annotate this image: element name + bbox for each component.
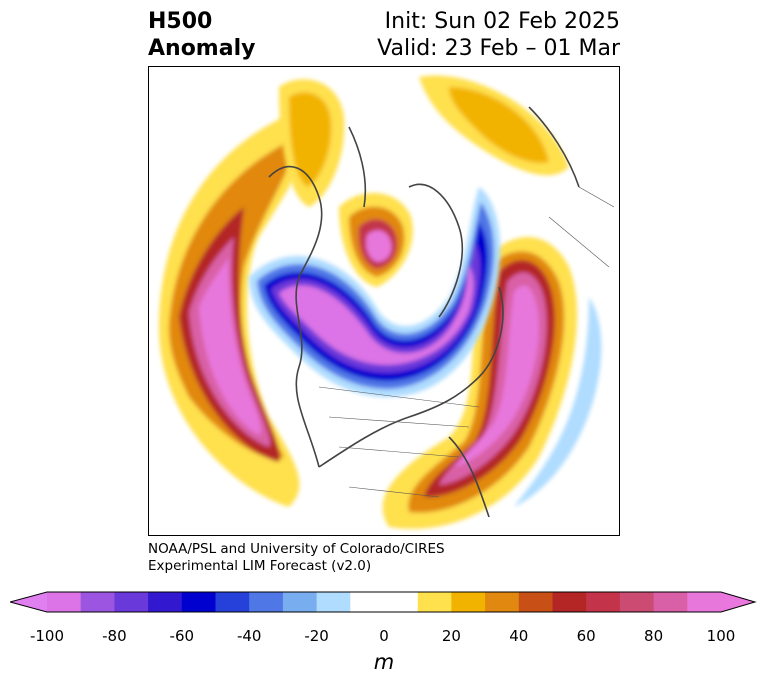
colorbar-segment [80,592,115,612]
title-line-1: H500 [148,9,213,34]
title-line-2: Anomaly [148,36,256,61]
init-date: Init: Sun 02 Feb 2025 [384,9,620,34]
map-title: H500 Anomaly [148,8,255,62]
ridge-east-atlantic [382,237,578,529]
colorbar-segment [653,592,688,612]
colorbar-segment [148,592,183,612]
colorbar-tick-label: -40 [236,627,262,645]
colorbar-tick-label: 80 [644,627,664,645]
colorbar-segment [518,592,553,612]
colorbar-tick-label: -80 [102,627,127,645]
colorbar-tick-label: 60 [576,627,596,645]
colorbar-segment [114,592,149,612]
colorbar-tick-label: 0 [379,627,389,645]
colorbar-segment [384,592,419,612]
colorbar-segment [316,592,351,612]
colorbar-segment [350,592,385,612]
colorbar-tick-label: 100 [706,627,736,645]
anomaly-map [148,66,620,536]
colorbar-segment [586,592,621,612]
colorbar-under-arrow [10,592,47,612]
colorbar-segment [47,592,82,612]
colorbar-segment [619,592,655,612]
colorbar-segment [485,592,520,612]
colorbar-segment [451,592,486,612]
init-valid-dates: Init: Sun 02 Feb 2025 Valid: 23 Feb – 01… [377,8,620,62]
colorbar-tick-label: -20 [304,627,329,645]
colorbar-tick-label: 20 [441,627,461,645]
colorbar-segment [215,592,250,612]
colorbar-tick-label: -60 [169,627,195,645]
ridge-north [279,75,569,287]
colorbar-svg [10,591,757,613]
colorbar-segment [181,592,216,612]
colorbar-segment [249,592,284,612]
colorbar-tick-label: 40 [509,627,529,645]
map-svg [149,67,619,535]
credit-line-2: Experimental LIM Forecast (v2.0) [148,558,372,574]
colorbar-tick-label: -100 [29,627,65,645]
colorbar-over-arrow [721,592,755,612]
coastlines [268,106,580,518]
atlantic-negative [514,297,602,507]
colorbar-outline [10,591,757,613]
colorbar-segment [417,592,452,612]
credit-line-1: NOAA/PSL and University of Colorado/CIRE… [148,541,445,557]
borders [318,186,615,498]
valid-range: Valid: 23 Feb – 01 Mar [377,36,620,61]
colorbar-segment [282,592,318,612]
colorbar-segments [47,592,722,612]
colorbar-segment [552,592,587,612]
trough-band [249,187,501,397]
colorbar-unit-label: m [373,650,395,674]
colorbar-segment [687,592,722,612]
ridge-west-pacific [159,107,311,507]
credit-text: NOAA/PSL and University of Colorado/CIRE… [148,541,445,575]
